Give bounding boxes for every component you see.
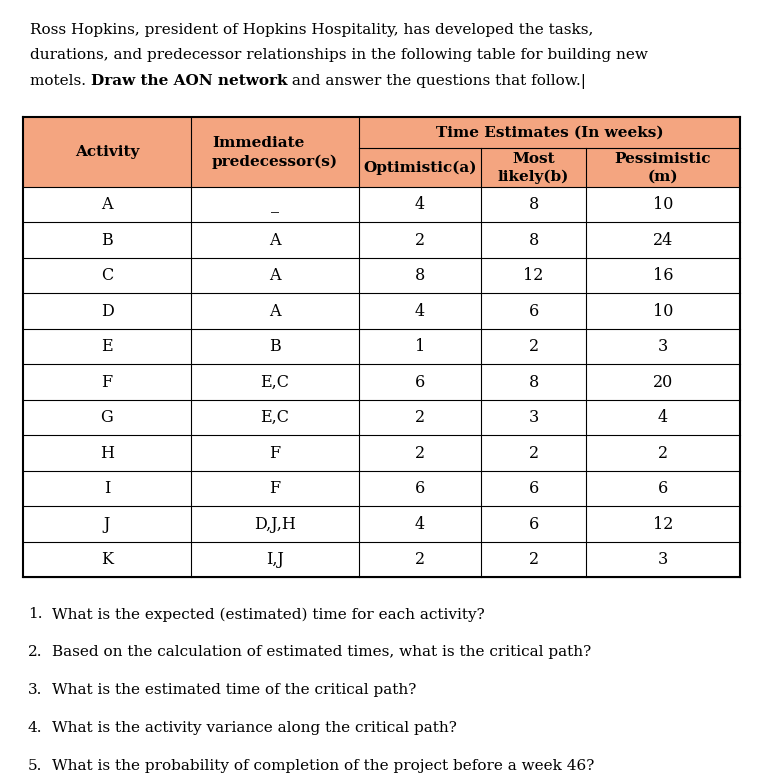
Text: 6: 6 — [529, 516, 539, 533]
Text: 20: 20 — [653, 374, 673, 390]
Text: 5.: 5. — [28, 760, 42, 773]
Text: 6: 6 — [529, 480, 539, 497]
Text: 3: 3 — [658, 551, 668, 568]
Bar — [23, 117, 740, 187]
Text: B: B — [269, 339, 281, 356]
Text: 1: 1 — [415, 339, 425, 356]
Text: Pessimistic
(m): Pessimistic (m) — [615, 152, 711, 183]
Text: 6: 6 — [658, 480, 668, 497]
Text: E,C: E,C — [261, 374, 289, 390]
Text: H: H — [100, 444, 114, 461]
Text: 2: 2 — [415, 551, 425, 568]
Text: G: G — [101, 409, 113, 426]
Text: 12: 12 — [653, 516, 673, 533]
Text: and answer the questions that follow.|: and answer the questions that follow.| — [288, 74, 587, 89]
Text: K: K — [101, 551, 113, 568]
Text: 2: 2 — [415, 232, 425, 249]
Text: F: F — [269, 480, 281, 497]
Text: What is the probability of completion of the project before a week 46?: What is the probability of completion of… — [52, 760, 594, 773]
Text: 2: 2 — [415, 444, 425, 461]
Text: I: I — [104, 480, 110, 497]
Text: motels.: motels. — [30, 74, 91, 88]
Text: J: J — [104, 516, 110, 533]
Text: A: A — [101, 196, 112, 213]
Text: durations, and predecessor relationships in the following table for building new: durations, and predecessor relationships… — [30, 49, 648, 63]
Text: 3.: 3. — [28, 683, 42, 697]
Text: 8: 8 — [529, 374, 539, 390]
Text: Most
likely(b): Most likely(b) — [498, 152, 569, 184]
Text: _: _ — [271, 196, 279, 213]
Text: 24: 24 — [653, 232, 673, 249]
Text: I,J: I,J — [266, 551, 284, 568]
Text: B: B — [101, 232, 113, 249]
Text: F: F — [102, 374, 112, 390]
Text: 1.: 1. — [28, 608, 43, 621]
Text: E: E — [101, 339, 112, 356]
Text: 12: 12 — [523, 267, 544, 284]
Text: 6: 6 — [415, 374, 425, 390]
Text: D: D — [101, 303, 113, 320]
Bar — [23, 117, 740, 577]
Text: 2: 2 — [529, 551, 539, 568]
Text: 3: 3 — [529, 409, 539, 426]
Text: 4: 4 — [415, 303, 425, 320]
Text: 4: 4 — [415, 196, 425, 213]
Text: Ross Hopkins, president of Hopkins Hospitality, has developed the tasks,: Ross Hopkins, president of Hopkins Hospi… — [30, 23, 594, 37]
Text: 8: 8 — [415, 267, 425, 284]
Text: 16: 16 — [653, 267, 673, 284]
Text: 4.: 4. — [28, 721, 43, 735]
Text: Time Estimates (In weeks): Time Estimates (In weeks) — [436, 126, 663, 140]
Text: 2: 2 — [415, 409, 425, 426]
Text: 8: 8 — [529, 232, 539, 249]
Text: Based on the calculation of estimated times, what is the critical path?: Based on the calculation of estimated ti… — [52, 645, 591, 659]
Text: 10: 10 — [653, 196, 673, 213]
Text: 6: 6 — [415, 480, 425, 497]
Text: F: F — [269, 444, 281, 461]
Text: 2: 2 — [529, 444, 539, 461]
Text: 2.: 2. — [28, 645, 43, 659]
Text: Immediate
predecessor(s): Immediate predecessor(s) — [212, 136, 338, 169]
Text: What is the activity variance along the critical path?: What is the activity variance along the … — [52, 721, 457, 735]
Text: A: A — [269, 303, 281, 320]
Text: A: A — [269, 232, 281, 249]
Text: What is the estimated time of the critical path?: What is the estimated time of the critic… — [52, 683, 416, 697]
Text: 4: 4 — [415, 516, 425, 533]
Text: 6: 6 — [529, 303, 539, 320]
Text: 3: 3 — [658, 339, 668, 356]
Text: Activity: Activity — [75, 145, 139, 159]
Text: 2: 2 — [529, 339, 539, 356]
Text: Draw the AON network: Draw the AON network — [91, 74, 288, 88]
Text: 4: 4 — [658, 409, 668, 426]
Text: C: C — [101, 267, 113, 284]
Text: What is the expected (estimated) time for each activity?: What is the expected (estimated) time fo… — [52, 608, 485, 622]
Text: D,J,H: D,J,H — [254, 516, 296, 533]
Text: Optimistic(a): Optimistic(a) — [363, 161, 477, 175]
Text: 2: 2 — [658, 444, 668, 461]
Text: E,C: E,C — [261, 409, 289, 426]
Text: 8: 8 — [529, 196, 539, 213]
Text: A: A — [269, 267, 281, 284]
Text: 10: 10 — [653, 303, 673, 320]
